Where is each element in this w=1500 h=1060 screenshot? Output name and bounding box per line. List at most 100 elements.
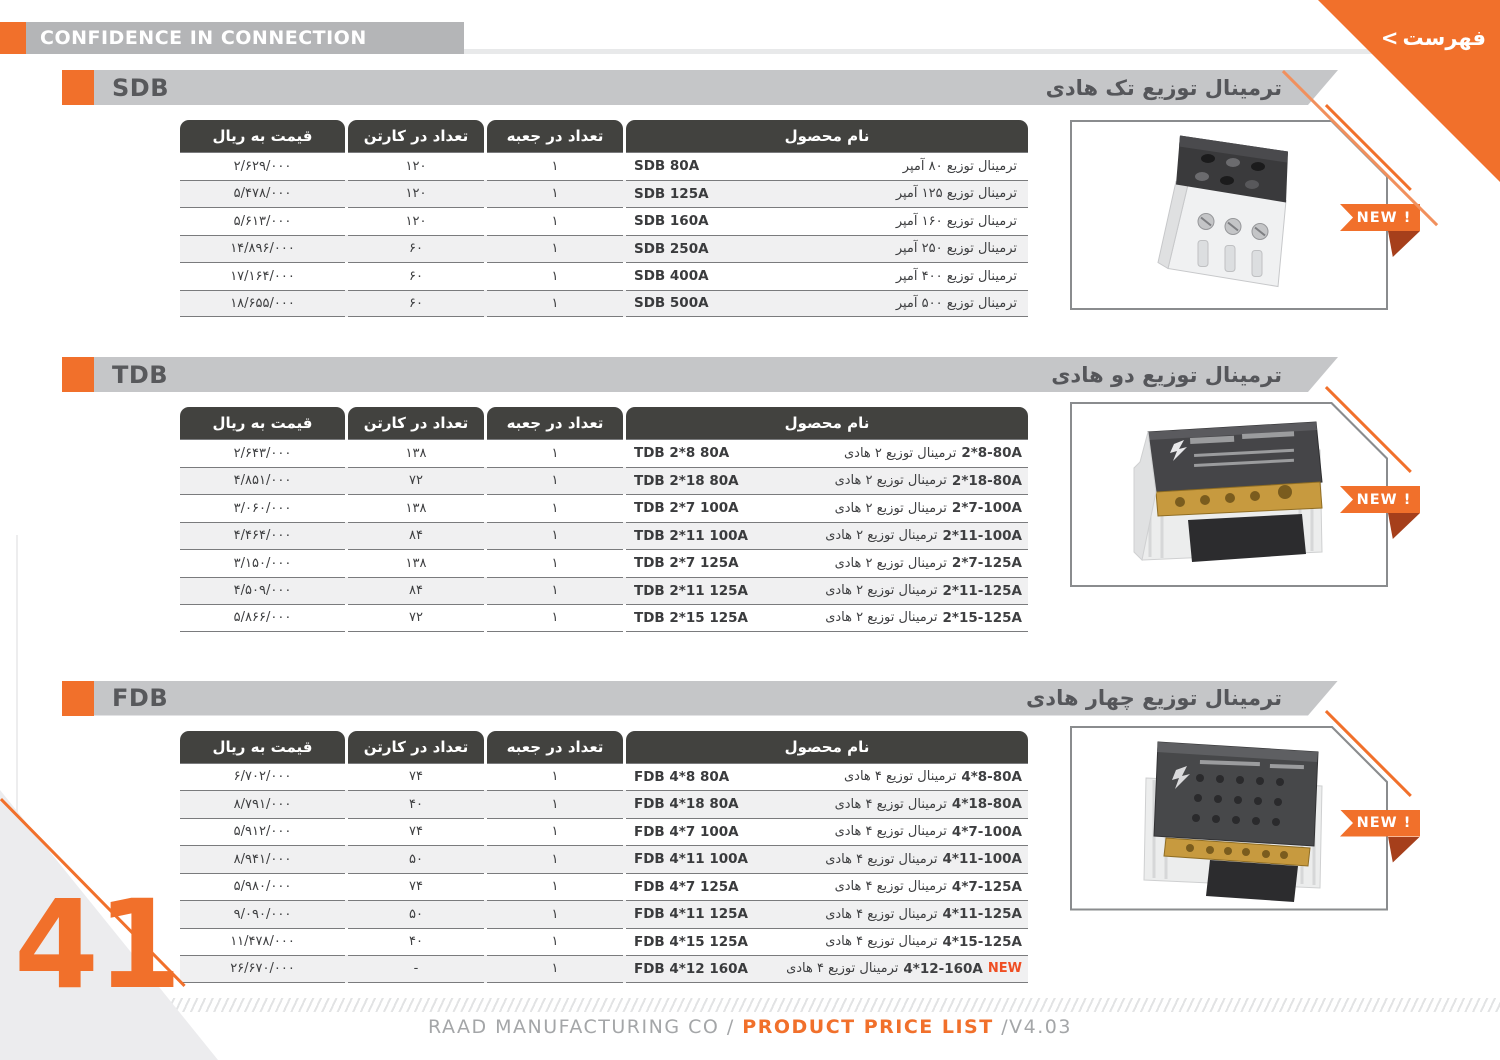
sdb-product-image [1070, 120, 1388, 310]
cell-box: ۱ [487, 289, 623, 317]
col-header-box: تعداد در جعبه [487, 730, 623, 763]
product-model: TDB 2*15 125A [634, 609, 748, 626]
cell-box: ۱ [487, 494, 623, 522]
cell-carton: ۸۴ [348, 521, 484, 550]
ribbon-fold [1388, 513, 1420, 539]
cell-name: TDB 2*7 100A 2*7-100A ترمینال توزیع ۲ ها… [626, 494, 1028, 522]
product-fa-text: ترمینال توزیع ۴ هادی [843, 769, 957, 785]
product-photo-frame: NEW ! [1070, 104, 1420, 310]
cell-carton: ۷۴ [348, 762, 484, 791]
cell-price: ۹/۰۹۰/۰۰۰ [180, 900, 345, 928]
product-section: SDB ترمینال توزیع تک هادی قیمت به ریال ت… [0, 70, 1500, 317]
table-row: ۱۸/۶۵۵/۰۰۰ ۶۰ ۱ SDB 500A ترمینال توزیع ۵… [180, 289, 1028, 317]
section-header-bar: SDB ترمینال توزیع تک هادی [62, 70, 1338, 105]
col-header-carton: تعداد در کارتن [348, 730, 484, 763]
table-header-row: قیمت به ریال تعداد در کارتن تعداد در جعب… [180, 407, 1028, 439]
table-header-row: قیمت به ریال تعداد در کارتن تعداد در جعب… [180, 120, 1028, 152]
cell-box: ۱ [487, 179, 623, 208]
section-band: SDB ترمینال توزیع تک هادی [94, 70, 1338, 105]
cell-name: TDB 2*18 80A 2*18-80A ترمینال توزیع ۲ ها… [626, 466, 1028, 495]
product-name-fa: 4*7-125A ترمینال توزیع ۴ هادی [835, 879, 1022, 895]
new-ribbon-badge: NEW ! [1340, 204, 1420, 231]
product-model: TDB 2*8 80A [634, 445, 730, 462]
product-fa-text: ترمینال توزیع ۲ هادی [825, 583, 938, 599]
product-fa-text: ترمینال توزیع ۱۲۵ آمپر [895, 186, 1017, 202]
product-fa-text: ترمینال توزیع ۴ هادی [834, 796, 947, 812]
product-fa-text: ترمینال توزیع ۱۶۰ آمپر [895, 213, 1017, 229]
cell-price: ۳/۰۶۰/۰۰۰ [180, 494, 345, 522]
product-code: 4*18-80A [951, 796, 1022, 813]
table-row: ۶/۷۰۲/۰۰۰ ۷۴ ۱ FDB 4*8 80A 4*8-80A ترمین… [180, 762, 1028, 791]
table-row: ۵/۹۱۲/۰۰۰ ۷۴ ۱ FDB 4*7 100A 4*7-100A ترم… [180, 817, 1028, 845]
table-row: ۲/۶۴۳/۰۰۰ ۱۳۸ ۱ TDB 2*8 80A 2*8-80A ترمی… [180, 439, 1028, 467]
left-margin-line [16, 535, 18, 1013]
product-code: 2*7-125A [951, 555, 1022, 572]
cell-price: ۸/۷۹۱/۰۰۰ [180, 790, 345, 818]
section-code: FDB [112, 684, 169, 712]
product-model: SDB 250A [634, 240, 709, 257]
product-fa-text: ترمینال توزیع ۲ هادی [834, 473, 947, 489]
product-name-fa: NEW 4*12-160A ترمینال توزیع ۴ هادی [786, 961, 1022, 977]
table-row: ۵/۴۷۸/۰۰۰ ۱۲۰ ۱ SDB 125A ترمینال توزیع ۱… [180, 179, 1028, 208]
banner-accent-square [0, 22, 26, 54]
index-link[interactable]: < فهرست [1381, 26, 1486, 50]
cell-price: ۲/۶۴۳/۰۰۰ [180, 439, 345, 467]
cell-price: ۲/۶۲۹/۰۰۰ [180, 152, 345, 180]
cell-name: FDB 4*15 125A 4*15-125A ترمینال توزیع ۴ … [626, 927, 1028, 956]
cell-carton: ۷۲ [348, 604, 484, 632]
cell-name: SDB 250A ترمینال توزیع ۲۵۰ آمپر [626, 234, 1028, 263]
top-banner: CONFIDENCE IN CONNECTION [0, 22, 1500, 54]
product-fa-text: ترمینال توزیع ۵۰۰ آمپر [895, 295, 1017, 311]
cell-name: TDB 2*11 100A 2*11-100A ترمینال توزیع ۲ … [626, 521, 1028, 550]
cell-price: ۱۸/۶۵۵/۰۰۰ [180, 289, 345, 317]
table-row: ۵/۶۱۳/۰۰۰ ۱۲۰ ۱ SDB 160A ترمینال توزیع ۱… [180, 207, 1028, 235]
product-name-fa: ترمینال توزیع ۱۲۵ آمپر [896, 186, 1022, 201]
cell-name: FDB 4*7 125A 4*7-125A ترمینال توزیع ۴ ها… [626, 872, 1028, 901]
section-header-bar: FDB ترمینال توزیع چهار هادی [62, 680, 1338, 716]
cell-box: ۱ [487, 521, 623, 550]
cell-price: ۵/۸۶۶/۰۰۰ [180, 604, 345, 632]
cell-carton: ۴۰ [348, 927, 484, 956]
page-number: 41 [14, 874, 182, 1016]
product-model: TDB 2*11 100A [634, 527, 748, 544]
product-model: TDB 2*18 80A [634, 472, 739, 489]
product-name-fa: 2*11-125A ترمینال توزیع ۲ هادی [825, 583, 1022, 599]
cell-box: ۱ [487, 207, 623, 235]
cell-box: ۱ [487, 576, 623, 605]
product-model: TDB 2*11 125A [634, 582, 748, 599]
section-code: SDB [112, 73, 169, 102]
cell-price: ۱۱/۴۷۸/۰۰۰ [180, 927, 345, 956]
cell-price: ۵/۴۷۸/۰۰۰ [180, 179, 345, 208]
col-header-box: تعداد در جعبه [487, 120, 623, 152]
product-name-fa: 4*15-125A ترمینال توزیع ۴ هادی [825, 934, 1022, 950]
product-code: 4*11-125A [942, 906, 1022, 923]
product-photo-frame: NEW ! [1070, 386, 1420, 587]
product-code: 2*11-125A [942, 582, 1022, 599]
product-code: 2*18-80A [951, 472, 1022, 489]
section-band: FDB ترمینال توزیع چهار هادی [94, 681, 1338, 716]
table-row: ۹/۰۹۰/۰۰۰ ۵۰ ۱ FDB 4*11 125A 4*11-125A ت… [180, 900, 1028, 928]
product-name-fa: ترمینال توزیع ۵۰۰ آمپر [896, 296, 1022, 311]
product-code: 4*12-160A [903, 960, 983, 977]
cell-name: TDB 2*15 125A 2*15-125A ترمینال توزیع ۲ … [626, 604, 1028, 632]
banner-slogan: CONFIDENCE IN CONNECTION [40, 27, 367, 49]
product-model: FDB 4*18 80A [634, 796, 739, 813]
product-fa-text: ترمینال توزیع ۲ هادی [843, 445, 957, 461]
new-ribbon-badge: NEW ! [1340, 486, 1420, 513]
new-ribbon-badge: NEW ! [1340, 809, 1420, 837]
table-row: ۵/۸۶۶/۰۰۰ ۷۲ ۱ TDB 2*15 125A 2*15-125A ت… [180, 604, 1028, 632]
product-name-fa: ترمینال توزیع ۴۰۰ آمپر [896, 269, 1022, 284]
cell-box: ۱ [487, 604, 623, 632]
cell-carton: ۵۰ [348, 900, 484, 928]
cell-price: ۲۶/۶۷۰/۰۰۰ [180, 955, 345, 983]
cell-price: ۱۴/۸۹۶/۰۰۰ [180, 234, 345, 263]
section-header-bar: TDB ترمینال توزیع دو هادی [62, 357, 1338, 392]
product-code: 4*8-80A [961, 768, 1022, 785]
product-fa-text: ترمینال توزیع ۴ هادی [825, 934, 938, 950]
table-row: ۴/۴۶۴/۰۰۰ ۸۴ ۱ TDB 2*11 100A 2*11-100A ت… [180, 521, 1028, 550]
product-photo-box [1070, 402, 1388, 587]
table-row: ۴/۸۵۱/۰۰۰ ۷۲ ۱ TDB 2*18 80A 2*18-80A ترم… [180, 466, 1028, 495]
product-code: 2*15-125A [942, 609, 1022, 626]
cell-carton: ۶۰ [348, 234, 484, 263]
